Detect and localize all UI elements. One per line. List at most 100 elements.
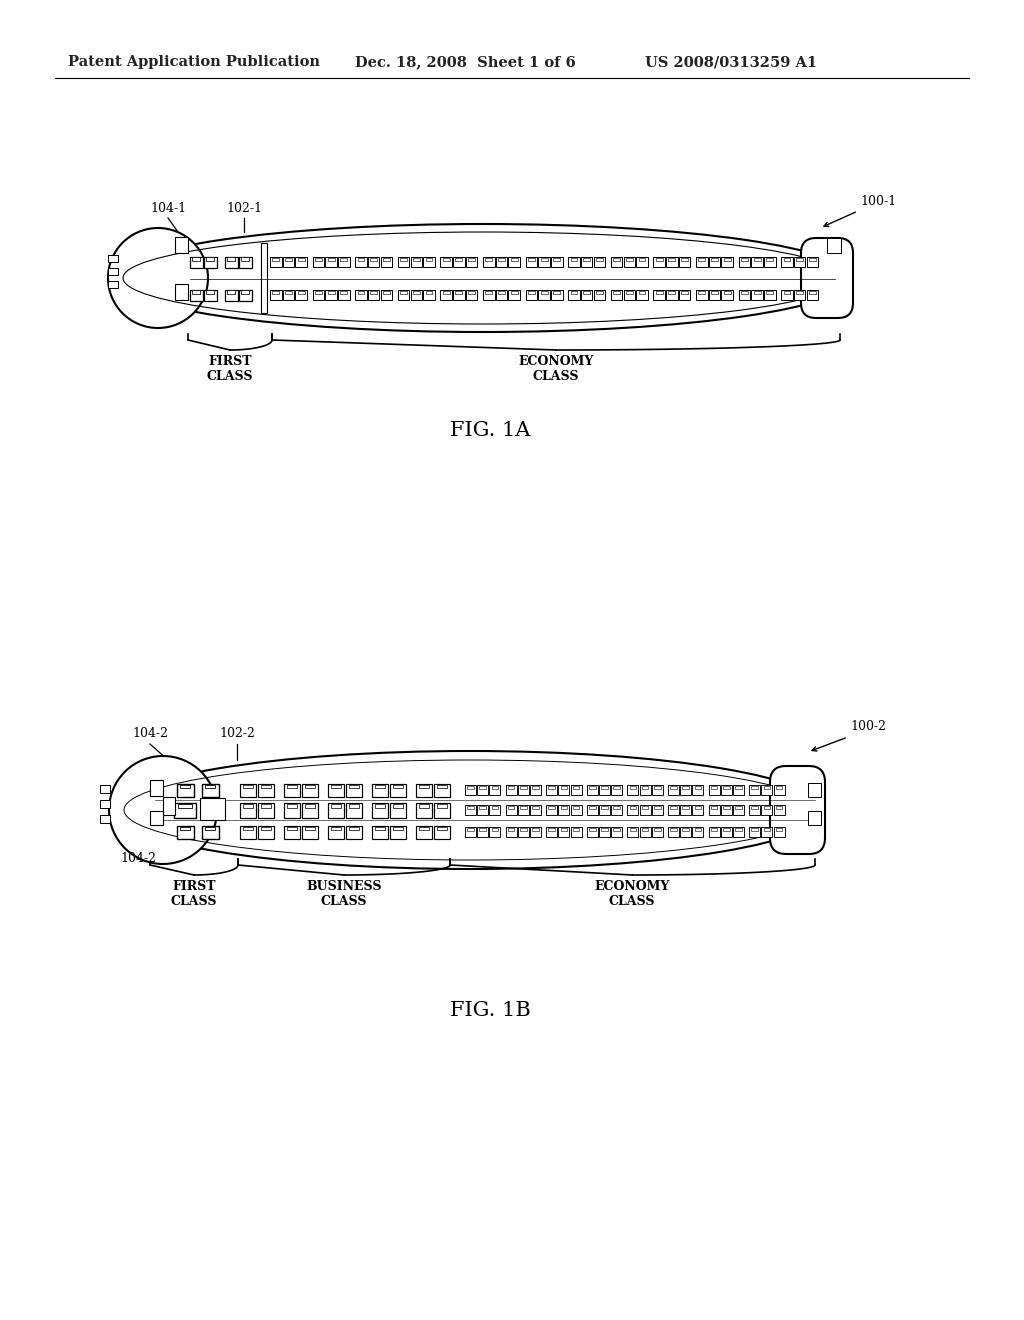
Bar: [419, 826, 429, 830]
Bar: [752, 805, 758, 809]
Bar: [572, 805, 580, 809]
Bar: [178, 804, 191, 808]
Bar: [776, 828, 782, 830]
Bar: [338, 257, 349, 267]
Bar: [381, 290, 392, 300]
Bar: [346, 825, 362, 838]
Bar: [698, 257, 706, 261]
Bar: [809, 290, 816, 294]
Bar: [750, 785, 760, 795]
Bar: [764, 290, 775, 300]
Bar: [375, 826, 385, 830]
Bar: [108, 281, 118, 288]
Bar: [465, 828, 476, 837]
Bar: [508, 785, 514, 789]
Bar: [721, 785, 732, 795]
Bar: [781, 290, 793, 300]
Bar: [340, 290, 347, 294]
Bar: [346, 784, 362, 796]
Bar: [807, 257, 818, 267]
Bar: [328, 257, 335, 261]
Bar: [492, 828, 499, 830]
Bar: [302, 825, 318, 838]
Bar: [670, 828, 677, 830]
Bar: [383, 290, 390, 294]
Bar: [426, 290, 432, 294]
Bar: [680, 805, 691, 814]
Bar: [549, 828, 555, 830]
Bar: [601, 805, 608, 809]
Text: FIRST
CLASS: FIRST CLASS: [207, 355, 253, 383]
Bar: [532, 828, 539, 830]
Bar: [355, 290, 367, 300]
Bar: [724, 257, 730, 261]
Text: US 2008/0313259 A1: US 2008/0313259 A1: [645, 55, 817, 69]
Ellipse shape: [115, 751, 825, 869]
Bar: [553, 290, 560, 294]
Text: 100-2: 100-2: [850, 719, 886, 733]
Bar: [541, 257, 548, 261]
Bar: [202, 784, 218, 796]
Bar: [546, 785, 557, 795]
Bar: [642, 805, 648, 809]
Bar: [655, 290, 663, 294]
Bar: [696, 257, 708, 267]
Bar: [549, 805, 555, 809]
Bar: [305, 784, 314, 788]
Bar: [735, 805, 741, 809]
Bar: [613, 785, 620, 789]
Bar: [626, 257, 633, 261]
Bar: [741, 257, 748, 261]
Bar: [393, 826, 402, 830]
Bar: [530, 828, 541, 837]
Bar: [272, 290, 280, 294]
Bar: [654, 828, 660, 830]
Bar: [628, 805, 638, 814]
Bar: [639, 290, 645, 294]
Bar: [244, 784, 253, 788]
Bar: [180, 784, 190, 788]
Bar: [518, 828, 528, 837]
Bar: [368, 290, 380, 300]
Bar: [587, 828, 598, 837]
Bar: [532, 805, 539, 809]
Bar: [416, 825, 432, 838]
Bar: [204, 256, 217, 268]
Bar: [466, 257, 477, 267]
Bar: [776, 805, 782, 809]
Bar: [594, 257, 605, 267]
Bar: [520, 828, 526, 830]
Bar: [437, 826, 446, 830]
Bar: [498, 257, 505, 261]
Bar: [371, 290, 377, 294]
Bar: [240, 803, 256, 817]
Bar: [808, 810, 821, 825]
Bar: [270, 257, 282, 267]
Bar: [752, 828, 758, 830]
Bar: [630, 828, 636, 830]
Bar: [551, 290, 562, 300]
Bar: [518, 805, 528, 814]
Bar: [485, 290, 493, 294]
Text: ECONOMY
CLASS: ECONOMY CLASS: [594, 880, 670, 908]
Bar: [610, 257, 623, 267]
Bar: [496, 290, 507, 300]
Bar: [808, 783, 821, 797]
Bar: [709, 290, 720, 300]
Bar: [283, 257, 294, 267]
Bar: [762, 805, 772, 814]
Bar: [440, 290, 452, 300]
Bar: [479, 828, 486, 830]
Bar: [589, 828, 596, 830]
Bar: [331, 804, 341, 808]
Bar: [668, 785, 679, 795]
Bar: [666, 290, 678, 300]
Bar: [206, 290, 214, 293]
Bar: [738, 257, 751, 267]
Bar: [668, 805, 679, 814]
Bar: [721, 290, 733, 300]
Bar: [560, 828, 567, 830]
Bar: [393, 784, 402, 788]
Bar: [581, 290, 593, 300]
Bar: [453, 257, 465, 267]
